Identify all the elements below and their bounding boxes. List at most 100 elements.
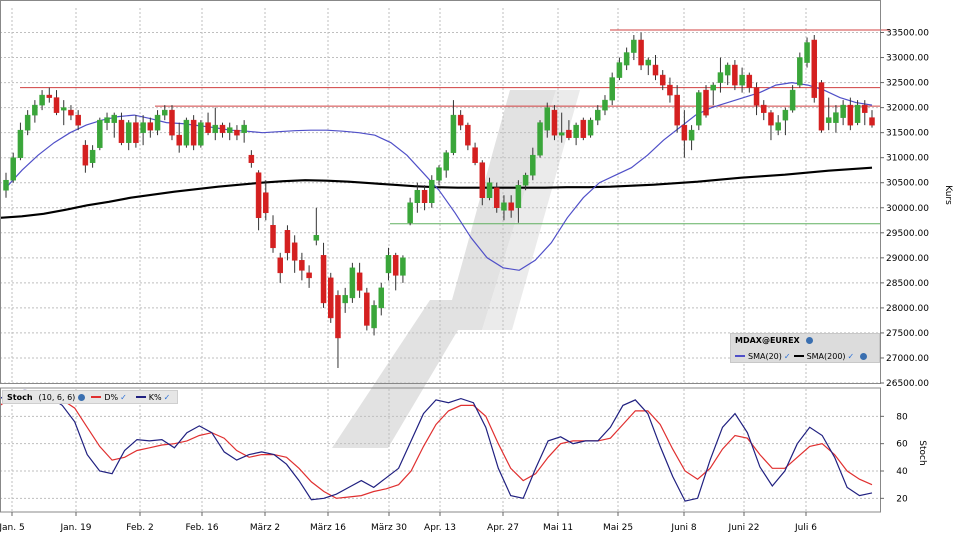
- candle-body: [659, 74, 666, 86]
- candle-body: [623, 52, 630, 66]
- main-y-axis-label: Kurs: [943, 185, 953, 205]
- stoch-y-tick-label: 40: [896, 467, 908, 477]
- candle-body: [342, 295, 348, 304]
- y-tick-label: 28000.00: [886, 304, 929, 314]
- legend-sma20-label: SMA(20): [748, 351, 782, 361]
- candle-body: [450, 114, 457, 153]
- candle-body: [508, 202, 514, 211]
- stoch-legend: Stoch (10, 6, 6) D% ✓ K% ✓: [2, 390, 179, 404]
- check-icon[interactable]: ✓: [120, 392, 127, 402]
- candle-body: [732, 64, 738, 86]
- candle-body: [429, 179, 435, 204]
- candle-body: [371, 305, 377, 329]
- x-tick-label: Apr. 13: [424, 523, 456, 533]
- y-tick-label: 32000.00: [886, 104, 929, 114]
- globe-icon[interactable]: [805, 337, 813, 344]
- globe-icon[interactable]: [860, 352, 868, 360]
- candle-body: [768, 112, 774, 126]
- candle-body: [219, 124, 226, 133]
- candle-body: [313, 235, 320, 241]
- x-tick-label: Mai 11: [543, 523, 573, 533]
- candle-body: [162, 109, 168, 116]
- candle-body: [263, 192, 269, 214]
- candle-body: [825, 117, 832, 123]
- candle-body: [104, 117, 110, 123]
- candle-body: [840, 104, 846, 118]
- candle-body: [335, 295, 341, 339]
- globe-icon[interactable]: [78, 393, 86, 401]
- candle-body: [515, 184, 522, 209]
- x-tick-label: Juni 8: [670, 523, 696, 533]
- candle-body: [681, 124, 688, 141]
- x-ticks: Jan. 5 Jan. 19 Feb. 2 Feb. 16 März 2 März 16 M…: [0, 512, 817, 533]
- candle-body: [616, 62, 623, 78]
- candle-body: [111, 114, 117, 123]
- candle-body: [46, 94, 53, 98]
- stoch-y-ticks: 20 40 60 80: [880, 412, 908, 504]
- candle-body: [17, 129, 24, 158]
- candle-body: [39, 94, 45, 106]
- candle-body: [60, 107, 67, 111]
- candle-body: [551, 109, 558, 136]
- candle-body: [753, 87, 760, 106]
- candle-body: [537, 122, 543, 156]
- x-tick-label: Mai 25: [603, 523, 633, 533]
- candle-body: [234, 129, 240, 136]
- candle-body: [364, 292, 370, 326]
- x-tick-label: Jan. 19: [59, 523, 91, 533]
- candle-body: [761, 104, 767, 113]
- candle-body: [501, 202, 507, 211]
- stoch-legend-params: (10, 6, 6): [38, 392, 76, 402]
- check-icon[interactable]: ✓: [783, 351, 791, 361]
- y-tick-label: 30500.00: [886, 179, 929, 189]
- candle-body: [493, 187, 500, 209]
- y-tick-label: 26500.00: [886, 379, 929, 389]
- candle-body: [400, 257, 406, 276]
- candle-body: [652, 64, 659, 76]
- candle-body: [320, 255, 327, 304]
- candle-body: [299, 260, 305, 271]
- watermark-logo: [332, 90, 580, 448]
- x-tick-label: Juli 6: [794, 523, 817, 533]
- candle-body: [24, 114, 31, 131]
- candle-body: [667, 84, 673, 96]
- y-tick-label: 31500.00: [886, 129, 929, 139]
- y-tick-label: 27500.00: [886, 329, 929, 339]
- stoch-legend-k: K%: [148, 392, 162, 402]
- candle-body: [328, 277, 334, 319]
- x-tick-label: Apr. 27: [487, 523, 519, 533]
- x-tick-label: März 16: [310, 523, 346, 533]
- candle-body: [854, 104, 861, 123]
- candle-body: [746, 74, 753, 88]
- candle-body: [645, 59, 652, 66]
- candle-body: [797, 57, 803, 86]
- candle-body: [97, 119, 103, 148]
- candle-body: [212, 124, 219, 133]
- check-icon[interactable]: ✓: [163, 392, 171, 402]
- check-icon[interactable]: ✓: [847, 351, 855, 361]
- y-tick-label: 32500.00: [886, 79, 929, 89]
- candle-body: [255, 172, 262, 219]
- candle-body: [580, 119, 587, 138]
- watermark-shape: [332, 90, 556, 448]
- candle-body: [457, 114, 464, 126]
- candle-body: [349, 267, 356, 299]
- y-tick-label: 31000.00: [886, 154, 929, 164]
- sma200-line: [0, 166, 873, 219]
- stoch-y-tick-label: 20: [896, 494, 908, 504]
- candle-body: [688, 129, 695, 141]
- candle-body: [118, 119, 125, 143]
- candle-body: [306, 272, 312, 279]
- candle-body: [696, 92, 702, 126]
- candle-body: [248, 154, 255, 163]
- candle-body: [68, 109, 74, 116]
- stoch-legend-title: Stoch: [7, 392, 33, 402]
- candle-body: [82, 144, 89, 166]
- candle-body: [847, 104, 854, 126]
- x-tick-label: März 2: [250, 523, 280, 533]
- stoch-k-line: [0, 389, 873, 502]
- candle-body: [277, 257, 283, 274]
- main-legend: MDAX@EUREX SMA(20) ✓ SMA(200) ✓: [730, 333, 880, 363]
